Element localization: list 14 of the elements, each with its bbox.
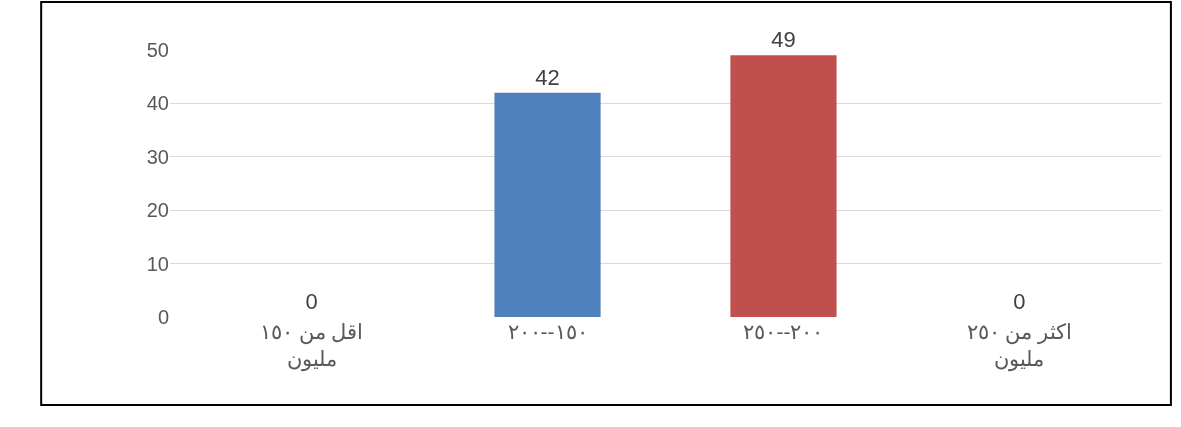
data-label: 0 bbox=[305, 289, 318, 314]
y-tick-label: 50 bbox=[146, 39, 169, 61]
data-label: 42 bbox=[535, 64, 560, 90]
y-tick-label: 30 bbox=[146, 145, 169, 168]
data-label: 49 bbox=[771, 27, 796, 53]
x-tick-label: ١٥٠--٢٠٠ bbox=[507, 320, 588, 343]
y-tick-label: 20 bbox=[146, 199, 169, 222]
y-tick-label: 0 bbox=[157, 306, 169, 328]
x-tick-label: اقل من ١٥٠ مليون bbox=[259, 320, 364, 373]
y-tick-label: 40 bbox=[146, 92, 169, 115]
x-tick-label: اكثر من ٢٥٠ مليون bbox=[966, 320, 1073, 373]
data-label: 0 bbox=[1013, 289, 1026, 314]
y-tick-label: 10 bbox=[146, 252, 169, 275]
x-tick-label: ٢٠٠--٢٥٠ bbox=[743, 320, 824, 343]
